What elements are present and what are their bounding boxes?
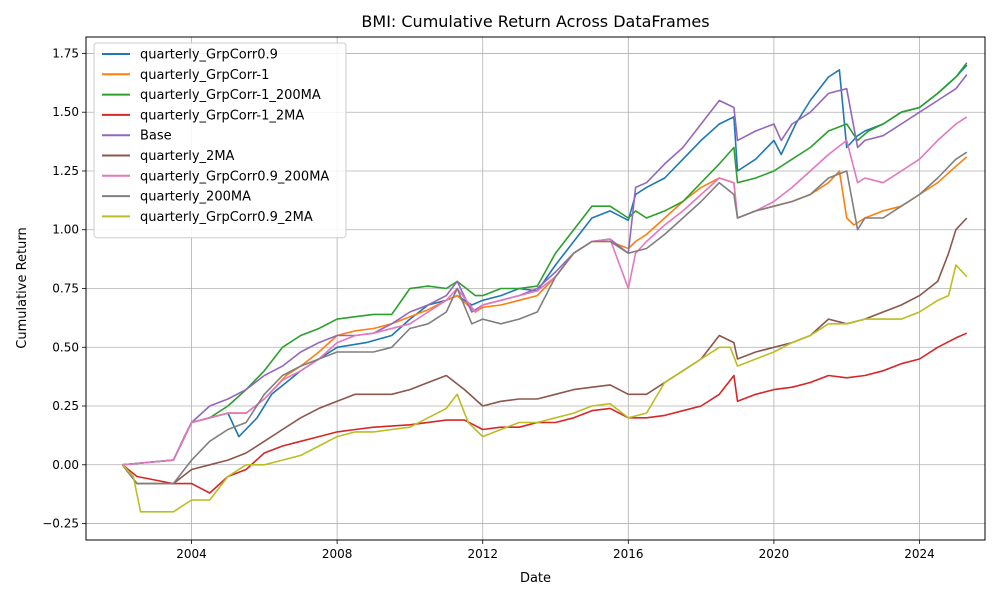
- legend-label: quarterly_2MA: [140, 149, 235, 164]
- y-tick-label: 0.75: [52, 282, 79, 296]
- series-line-1: [122, 64, 968, 466]
- y-tick-label: 1.00: [52, 223, 79, 237]
- series-line-3: [122, 62, 968, 466]
- x-tick-label: 2020: [759, 547, 790, 561]
- legend-label: quarterly_GrpCorr0.9_200MA: [140, 169, 329, 184]
- series-line-8: [121, 151, 968, 485]
- axis-ticks: 2004 2008 2012 2016 2020 2024 −0.25 0.00 0.25 0.5…: [42, 46, 935, 561]
- legend-label: quarterly_GrpCorr0.9_2MA: [140, 210, 313, 225]
- legend-label: quarterly_GrpCorr-1: [140, 68, 269, 83]
- y-tick-label: 0.00: [52, 458, 79, 472]
- x-axis-title: Date: [520, 571, 551, 586]
- x-tick-label: 2004: [176, 547, 207, 561]
- y-tick-label: 0.50: [52, 340, 79, 354]
- y-tick-label: 0.25: [52, 399, 79, 413]
- y-tick-label: 1.75: [52, 46, 79, 60]
- x-tick-label: 2008: [322, 547, 353, 561]
- series-lines: [121, 62, 968, 513]
- series-line-4: [121, 332, 968, 494]
- x-tick-label: 2012: [467, 547, 498, 561]
- y-axis-title: Cumulative Return: [15, 227, 30, 348]
- series-line-9: [121, 264, 968, 513]
- legend: quarterly_GrpCorr0.9 quarterly_GrpCorr-1q…: [93, 42, 347, 239]
- legend-label: Base: [140, 129, 172, 144]
- legend-label: quarterly_200MA: [140, 190, 251, 205]
- y-tick-label: 1.50: [52, 105, 79, 119]
- legend-label: quarterly_GrpCorr-1_200MA: [140, 88, 321, 103]
- y-tick-label: 1.25: [52, 164, 79, 178]
- x-tick-label: 2016: [613, 547, 644, 561]
- legend-label: quarterly_GrpCorr-1_2MA: [140, 108, 304, 123]
- x-tick-label: 2024: [904, 547, 935, 561]
- y-tick-label: −0.25: [42, 517, 79, 531]
- legend-box: [93, 42, 347, 239]
- chart-title: BMI: Cumulative Return Across DataFrames: [361, 12, 709, 31]
- legend-label: quarterly_GrpCorr0.9: [140, 48, 278, 63]
